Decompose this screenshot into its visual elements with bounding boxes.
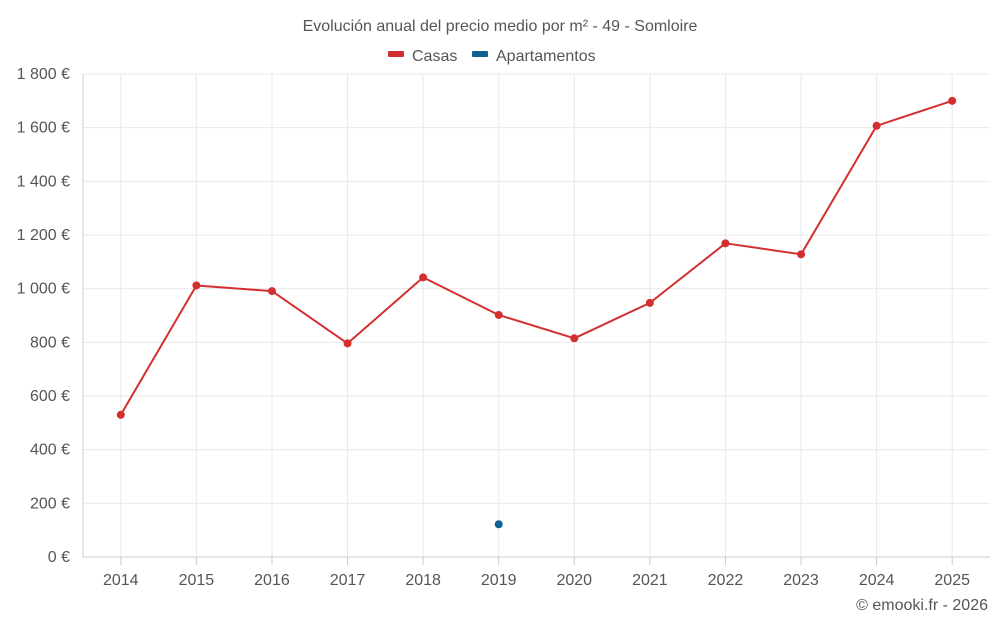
y-tick-label: 1 600 € xyxy=(17,120,70,137)
data-point-casas[interactable] xyxy=(797,250,806,259)
x-tick-label: 2018 xyxy=(405,572,441,589)
data-point-casas[interactable] xyxy=(419,273,428,282)
y-tick-label: 800 € xyxy=(30,334,70,351)
series xyxy=(116,96,957,529)
legend: Casas Apartamentos xyxy=(388,48,596,65)
y-tick-label: 200 € xyxy=(30,495,70,512)
x-tick-label: 2020 xyxy=(556,572,592,589)
legend-swatch-casas[interactable] xyxy=(388,51,404,57)
data-point-casas[interactable] xyxy=(948,96,957,105)
data-point-casas[interactable] xyxy=(267,287,276,296)
x-tick-label: 2019 xyxy=(481,572,517,589)
legend-label-apartamentos[interactable]: Apartamentos xyxy=(496,48,596,65)
series-line-casas xyxy=(119,99,953,416)
data-point-casas[interactable] xyxy=(645,298,654,307)
x-tick-label: 2021 xyxy=(632,572,668,589)
data-point-casas[interactable] xyxy=(116,410,125,419)
data-point-casas[interactable] xyxy=(343,339,352,348)
grid xyxy=(83,73,990,557)
y-tick-label: 1 200 € xyxy=(17,227,70,244)
x-tick-label: 2014 xyxy=(103,572,139,589)
credit-text: © emooki.fr - 2026 xyxy=(856,597,988,614)
data-point-apartamentos[interactable] xyxy=(494,520,503,529)
x-tick-label: 2025 xyxy=(934,572,970,589)
legend-label-casas[interactable]: Casas xyxy=(412,48,457,65)
x-tick-label: 2015 xyxy=(179,572,215,589)
legend-swatch-apartamentos[interactable] xyxy=(472,51,488,57)
data-point-casas[interactable] xyxy=(192,281,201,290)
chart-title: Evolución anual del precio medio por m² … xyxy=(303,18,698,35)
y-tick-label: 400 € xyxy=(30,442,70,459)
axes: 0 € 200 € 400 € 600 € 800 € 1 000 € 1 200 € 1 4… xyxy=(17,66,990,589)
y-tick-label: 1 000 € xyxy=(17,281,70,298)
y-tick-label: 600 € xyxy=(30,388,70,405)
data-point-casas[interactable] xyxy=(494,310,503,319)
data-point-casas[interactable] xyxy=(570,334,579,343)
x-tick-label: 2017 xyxy=(330,572,366,589)
x-tick-label: 2022 xyxy=(708,572,744,589)
data-point-casas[interactable] xyxy=(721,239,730,248)
y-tick-label: 1 800 € xyxy=(17,66,70,83)
y-tick-label: 1 400 € xyxy=(17,173,70,190)
data-point-casas[interactable] xyxy=(872,121,881,130)
y-tick-label: 0 € xyxy=(48,549,70,566)
x-tick-label: 2024 xyxy=(859,572,895,589)
x-tick-label: 2016 xyxy=(254,572,290,589)
x-tick-label: 2023 xyxy=(783,572,819,589)
